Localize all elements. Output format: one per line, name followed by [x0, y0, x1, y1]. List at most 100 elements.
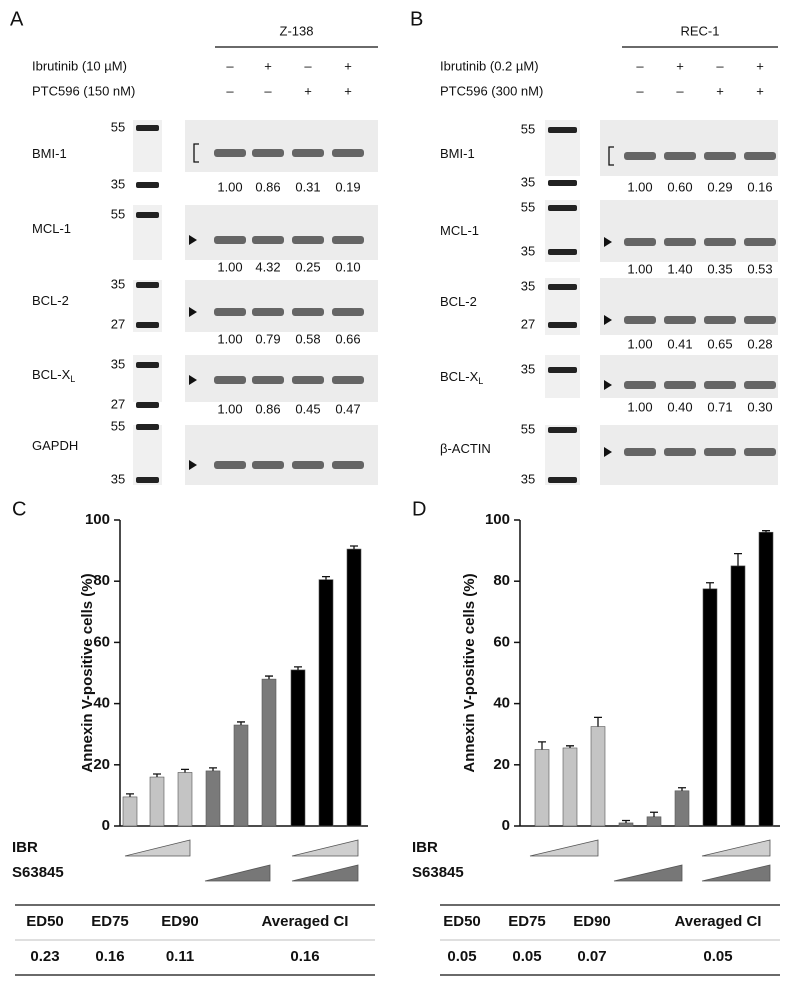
blot-band	[704, 238, 736, 246]
error-bar	[622, 819, 630, 823]
treatment-sign: –	[226, 83, 234, 98]
protein-name: GAPDH	[32, 438, 78, 453]
protein-label: BCL-XL	[440, 369, 483, 386]
error-bar	[762, 530, 770, 533]
treatment-sign: +	[344, 58, 352, 73]
ladder-background	[133, 425, 162, 485]
arrowhead	[604, 237, 612, 247]
bracket	[193, 143, 199, 163]
table-header: ED90	[573, 913, 611, 930]
blot-band	[292, 308, 324, 316]
blot-band	[704, 152, 736, 160]
treatment-sign: +	[304, 83, 312, 98]
protein-label: BMI-1	[32, 146, 67, 161]
protein-name: BCL-2	[32, 293, 69, 308]
marker-label: 35	[521, 361, 535, 376]
dose-triangle	[204, 864, 271, 882]
blot-background	[185, 120, 378, 172]
blot-band	[214, 461, 246, 469]
table-cell: 0.16	[290, 948, 319, 965]
error-bar	[237, 721, 245, 726]
quantification: 0.79	[255, 331, 280, 346]
quantification: 0.40	[667, 399, 692, 414]
panel-label: B	[410, 8, 423, 30]
table-cell: 0.23	[30, 948, 59, 965]
error-bar	[126, 793, 134, 797]
marker-label: 35	[521, 278, 535, 293]
blot-band	[704, 448, 736, 456]
quantification: 0.30	[747, 399, 772, 414]
ladder-band	[136, 282, 159, 288]
dose-triangle	[291, 864, 359, 882]
error-bar	[538, 741, 546, 750]
blot-band	[252, 149, 284, 157]
marker-label: 55	[521, 199, 535, 214]
protein-name: BCL-X	[32, 367, 71, 382]
blot-background	[600, 200, 778, 262]
blot-band	[744, 152, 776, 160]
bar	[702, 588, 718, 827]
quantification: 0.19	[335, 179, 360, 194]
quantification: 0.31	[295, 179, 320, 194]
blot-band	[252, 461, 284, 469]
ladder-band	[548, 205, 577, 211]
blot-band	[214, 236, 246, 244]
treatment-sign: +	[264, 58, 272, 73]
treatment-sign: –	[264, 83, 272, 98]
dose-triangle	[701, 839, 771, 857]
blot-band	[332, 461, 364, 469]
error-bar	[706, 582, 714, 589]
y-tick-label: 40	[93, 695, 110, 712]
error-bar	[265, 675, 273, 680]
marker-label: 27	[111, 396, 125, 411]
marker-label: 55	[521, 421, 535, 436]
treatment-label: PTC596 (150 nM)	[32, 83, 135, 98]
blot-band	[704, 316, 736, 324]
arrowhead	[604, 315, 612, 325]
cell-line: Z-138	[280, 23, 314, 38]
error-bar	[294, 666, 302, 670]
treatment-sign: –	[226, 58, 234, 73]
quantification: 1.00	[217, 179, 242, 194]
table-header: ED90	[161, 913, 199, 930]
marker-label: 35	[111, 276, 125, 291]
ladder-background	[545, 355, 580, 398]
bar	[318, 579, 334, 827]
quantification: 1.00	[217, 331, 242, 346]
marker-label: 55	[111, 418, 125, 433]
dose-triangle	[124, 839, 191, 857]
ladder-background	[545, 425, 580, 485]
panel-label: A	[10, 8, 24, 30]
table-header: ED75	[91, 913, 129, 930]
y-tick-label: 60	[93, 633, 110, 650]
treatment-sign: +	[756, 58, 764, 73]
table-header: ED50	[443, 913, 481, 930]
y-tick-label: 40	[493, 695, 510, 712]
marker-label: 35	[521, 471, 535, 486]
quantification: 4.32	[255, 259, 280, 274]
bar	[205, 770, 221, 827]
ladder-band	[136, 362, 159, 368]
quantification: 1.00	[627, 336, 652, 351]
ladder-band	[136, 125, 159, 131]
dose-triangle	[529, 839, 599, 857]
y-tick-label: 60	[493, 633, 510, 650]
quantification: 1.00	[627, 261, 652, 276]
protein-label: GAPDH	[32, 438, 78, 453]
error-bar	[322, 575, 330, 580]
error-bar	[350, 545, 358, 550]
blot-band	[624, 316, 656, 324]
blot-band	[664, 381, 696, 389]
bar	[758, 531, 774, 827]
table-cell: 0.05	[512, 948, 541, 965]
ladder-band	[548, 322, 577, 328]
blot-band	[664, 448, 696, 456]
arrowhead	[604, 380, 612, 390]
blot-band	[624, 448, 656, 456]
blot-background	[600, 278, 778, 335]
protein-subscript: L	[70, 374, 75, 384]
quantification: 1.00	[217, 401, 242, 416]
protein-label: BCL-2	[440, 294, 477, 309]
bar	[290, 669, 306, 827]
